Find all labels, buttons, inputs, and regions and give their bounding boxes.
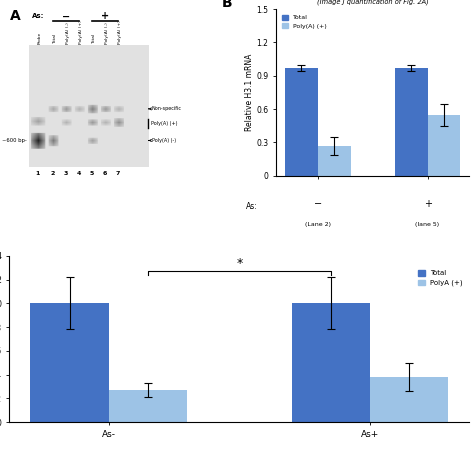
- Text: Probe: Probe: [38, 32, 42, 45]
- Bar: [395, 68, 428, 176]
- Text: +: +: [424, 199, 431, 209]
- Text: (Lane 2): (Lane 2): [305, 223, 331, 227]
- Text: As:: As:: [246, 202, 257, 212]
- Legend: Total, PolyA (+): Total, PolyA (+): [415, 268, 466, 289]
- Text: 2: 2: [51, 171, 55, 176]
- Text: −: −: [314, 199, 322, 209]
- Text: Poly(A) (+): Poly(A) (+): [118, 21, 122, 45]
- Text: 6: 6: [103, 171, 107, 176]
- Title: (Image J quantification of Fig. 2A): (Image J quantification of Fig. 2A): [317, 0, 428, 5]
- Text: A: A: [9, 9, 20, 23]
- Text: (lane 5): (lane 5): [416, 223, 439, 227]
- Bar: [318, 146, 351, 176]
- Bar: [30, 303, 109, 422]
- Text: Total: Total: [53, 34, 57, 45]
- Text: Poly(A) (-): Poly(A) (-): [149, 138, 176, 143]
- Text: Total: Total: [92, 34, 96, 45]
- Bar: [292, 303, 370, 422]
- Bar: [109, 390, 187, 422]
- Text: Poly(A) (-): Poly(A) (-): [105, 22, 109, 45]
- Text: 3: 3: [64, 171, 68, 176]
- Y-axis label: Relative H3.1 mRNA: Relative H3.1 mRNA: [245, 54, 254, 131]
- Text: B: B: [222, 0, 233, 10]
- Text: Poly(A) (+): Poly(A) (+): [151, 121, 177, 126]
- Text: 4: 4: [77, 171, 81, 176]
- Bar: [370, 377, 448, 422]
- Text: *: *: [236, 257, 243, 270]
- Text: As:: As:: [32, 13, 44, 19]
- Text: 1: 1: [36, 171, 40, 176]
- Text: −: −: [62, 11, 70, 22]
- Text: 5: 5: [90, 171, 94, 176]
- Text: 7: 7: [116, 171, 120, 176]
- Text: ~600 bp-: ~600 bp-: [2, 138, 27, 143]
- Text: +: +: [101, 11, 109, 22]
- Bar: [428, 115, 460, 176]
- Legend: Total, Poly(A) (+): Total, Poly(A) (+): [279, 12, 329, 32]
- Text: Poly(A) (-): Poly(A) (-): [66, 22, 70, 45]
- Text: Non-specific: Non-specific: [149, 106, 182, 112]
- Bar: [285, 68, 318, 176]
- Text: Poly(A) (+): Poly(A) (+): [79, 21, 83, 45]
